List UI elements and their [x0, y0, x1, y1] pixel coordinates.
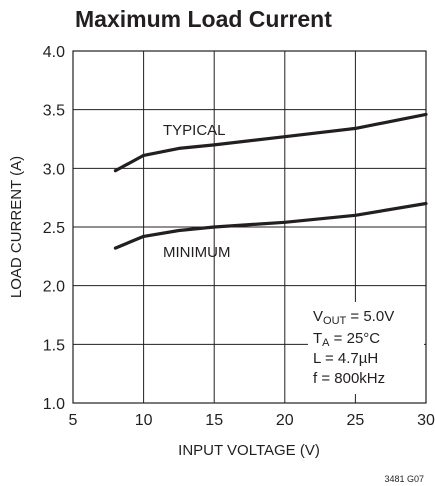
y-tick-label-2: 2.0 — [43, 279, 65, 296]
series-label-typical: TYPICAL — [163, 122, 226, 139]
y-tick-label-3: 2.5 — [43, 220, 65, 237]
y-tick-label-1: 1.5 — [43, 337, 65, 354]
conditions-box: VOUT = 5.0V TA = 25°C L = 4.7µH f = 800k… — [308, 302, 424, 394]
x-tick-label-1: 10 — [135, 412, 153, 429]
condition-inductance: L = 4.7µH — [313, 350, 378, 367]
y-tick-label-5: 3.5 — [43, 103, 65, 120]
figure-id: 3481 G07 — [384, 474, 424, 484]
condition-frequency: f = 800kHz — [313, 370, 385, 387]
chart-title: Maximum Load Current — [75, 6, 332, 32]
x-tick-label-2: 15 — [205, 412, 223, 429]
x-axis-label: INPUT VOLTAGE (V) — [178, 442, 320, 459]
grid — [73, 51, 426, 403]
y-axis-label: LOAD CURRENT (A) — [8, 156, 25, 298]
y-axis-ticks: 1.0 1.5 2.0 2.5 3.0 3.5 4.0 — [43, 44, 65, 413]
condition-vout: VOUT = 5.0V — [313, 308, 394, 327]
condition-ta: TA = 25°C — [313, 330, 380, 349]
y-tick-label-0: 1.0 — [43, 396, 65, 413]
series-label-minimum: MINIMUM — [163, 244, 231, 261]
x-tick-label-4: 25 — [347, 412, 365, 429]
conditions-background — [308, 302, 424, 394]
series-line-minimum — [113, 201, 428, 250]
plot-frame — [72, 50, 427, 404]
x-tick-label-0: 5 — [69, 412, 78, 429]
x-tick-label-3: 20 — [276, 412, 294, 429]
y-tick-label-6: 4.0 — [43, 44, 65, 61]
series-line-typical — [113, 112, 428, 173]
x-axis-ticks: 5 10 15 20 25 30 — [69, 412, 435, 429]
x-tick-label-5: 30 — [417, 412, 435, 429]
y-tick-label-4: 3.0 — [43, 161, 65, 178]
series-lines — [113, 112, 428, 250]
